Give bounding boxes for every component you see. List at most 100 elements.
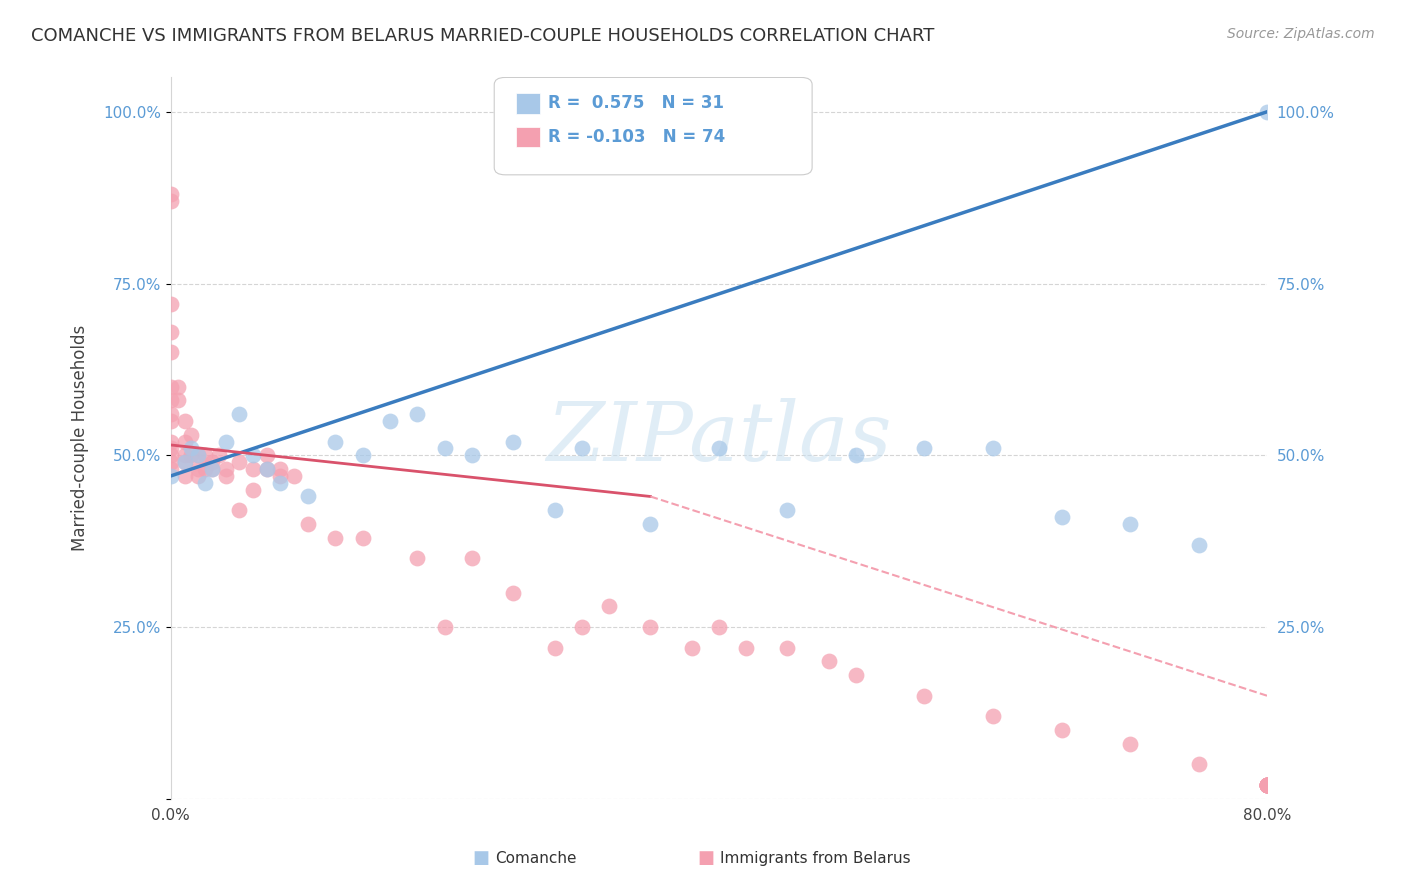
- Point: [166, 393, 188, 408]
- Point: [735, 640, 758, 655]
- Point: [981, 442, 1004, 456]
- Point: [640, 516, 662, 531]
- Point: [160, 187, 183, 202]
- Point: [160, 434, 183, 449]
- Point: [543, 640, 565, 655]
- Point: [228, 503, 250, 517]
- Point: [160, 462, 183, 476]
- Point: [180, 442, 202, 456]
- Point: [776, 640, 799, 655]
- Point: [1187, 757, 1209, 772]
- Point: [776, 503, 799, 517]
- Point: [1256, 104, 1278, 119]
- Point: [707, 442, 730, 456]
- Point: [707, 620, 730, 634]
- Point: [160, 455, 183, 469]
- Point: [845, 668, 868, 682]
- Point: [571, 442, 593, 456]
- Point: [214, 469, 236, 483]
- Point: [461, 551, 484, 566]
- Text: ZIPatlas: ZIPatlas: [546, 398, 891, 478]
- Point: [1256, 778, 1278, 792]
- Point: [378, 414, 401, 428]
- Point: [297, 516, 319, 531]
- Point: [1050, 510, 1073, 524]
- Point: [1050, 723, 1073, 737]
- Point: [681, 640, 703, 655]
- Point: [256, 462, 278, 476]
- Text: ■: ■: [697, 849, 714, 867]
- Point: [640, 620, 662, 634]
- Point: [914, 442, 936, 456]
- Point: [228, 407, 250, 421]
- Point: [1256, 778, 1278, 792]
- Point: [1119, 737, 1142, 751]
- Point: [1256, 778, 1278, 792]
- Point: [160, 393, 183, 408]
- Point: [160, 379, 183, 393]
- Text: Immigrants from Belarus: Immigrants from Belarus: [720, 851, 911, 865]
- Point: [433, 620, 456, 634]
- Point: [173, 455, 195, 469]
- Point: [1256, 778, 1278, 792]
- Text: R =  0.575   N = 31: R = 0.575 N = 31: [548, 94, 724, 112]
- Point: [180, 427, 202, 442]
- Text: COMANCHE VS IMMIGRANTS FROM BELARUS MARRIED-COUPLE HOUSEHOLDS CORRELATION CHART: COMANCHE VS IMMIGRANTS FROM BELARUS MARR…: [31, 27, 935, 45]
- Text: Source: ZipAtlas.com: Source: ZipAtlas.com: [1227, 27, 1375, 41]
- Point: [194, 462, 217, 476]
- Point: [201, 455, 224, 469]
- Point: [214, 434, 236, 449]
- Point: [208, 448, 231, 462]
- Point: [571, 620, 593, 634]
- Point: [160, 407, 183, 421]
- Point: [256, 448, 278, 462]
- Point: [269, 462, 291, 476]
- Point: [166, 379, 188, 393]
- Point: [194, 448, 217, 462]
- Point: [598, 599, 620, 614]
- Point: [352, 448, 374, 462]
- Point: [981, 709, 1004, 723]
- Text: R = -0.103   N = 74: R = -0.103 N = 74: [548, 128, 725, 145]
- Point: [502, 434, 524, 449]
- Point: [1256, 778, 1278, 792]
- Point: [242, 448, 264, 462]
- Point: [461, 448, 484, 462]
- Point: [914, 689, 936, 703]
- Point: [283, 469, 305, 483]
- Point: [214, 462, 236, 476]
- Point: [201, 462, 224, 476]
- Point: [433, 442, 456, 456]
- Point: [160, 448, 183, 462]
- Point: [256, 462, 278, 476]
- Point: [173, 414, 195, 428]
- Point: [1256, 778, 1278, 792]
- Point: [160, 414, 183, 428]
- Point: [543, 503, 565, 517]
- Point: [1119, 516, 1142, 531]
- Bar: [516, 94, 540, 113]
- Point: [180, 448, 202, 462]
- Point: [1256, 778, 1278, 792]
- Point: [817, 654, 839, 668]
- FancyBboxPatch shape: [495, 78, 813, 175]
- Point: [1256, 778, 1278, 792]
- Text: ■: ■: [472, 849, 489, 867]
- Point: [242, 483, 264, 497]
- Point: [160, 469, 183, 483]
- Point: [1187, 538, 1209, 552]
- Point: [160, 194, 183, 208]
- Point: [352, 531, 374, 545]
- Bar: [516, 128, 540, 147]
- Point: [160, 345, 183, 359]
- Point: [406, 407, 429, 421]
- Point: [1256, 778, 1278, 792]
- Point: [323, 531, 346, 545]
- Point: [228, 455, 250, 469]
- Point: [187, 469, 209, 483]
- Point: [173, 469, 195, 483]
- Point: [160, 297, 183, 311]
- Point: [1256, 778, 1278, 792]
- Point: [160, 442, 183, 456]
- Point: [297, 490, 319, 504]
